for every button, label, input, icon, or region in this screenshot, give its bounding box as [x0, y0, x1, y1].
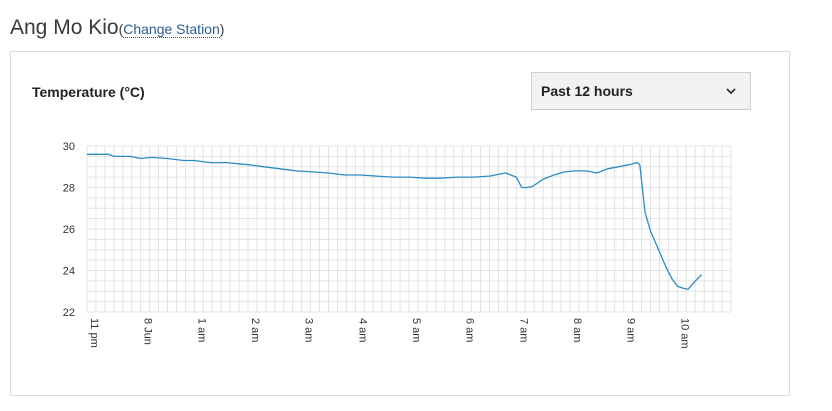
x-tick-label: 2 am	[249, 318, 261, 342]
x-tick-label: 7 am	[517, 318, 529, 342]
x-tick-label: 9 am	[625, 318, 637, 342]
chevron-down-icon	[726, 88, 736, 95]
series-layer	[87, 153, 702, 290]
y-axis: 22 24 26 28 30	[63, 141, 75, 319]
station-header: Ang Mo Kio ( Change Station )	[10, 16, 224, 40]
x-tick-label: 8 Jun	[142, 318, 154, 345]
chart-title: Temperature (°C)	[32, 84, 145, 100]
temperature-series-line	[87, 153, 702, 290]
chart-panel: Temperature (°C) Past 12 hours 22 24 26 28 3…	[10, 51, 790, 396]
station-name: Ang Mo Kio	[10, 16, 119, 39]
x-tick-label: 10 am	[678, 318, 690, 349]
x-tick-label: 5 am	[410, 318, 422, 342]
x-tick-label: 8 am	[571, 318, 583, 342]
x-tick-label: 6 am	[464, 318, 476, 342]
x-axis: 11 pm 8 Jun 1 am 2 am 3 am 4 am 5 am 6 am 7 am 8 …	[88, 318, 690, 349]
close-paren: )	[219, 21, 225, 37]
x-tick-label: 4 am	[356, 318, 368, 342]
x-tick-label: 3 am	[303, 318, 315, 342]
y-tick-label: 30	[63, 141, 75, 153]
temperature-chart: 22 24 26 28 30 11 pm 8 Jun 1 am 2 am 3 am 4 am 5 a…	[63, 141, 732, 349]
y-tick-label: 28	[63, 183, 75, 195]
x-tick-label: 1 am	[195, 318, 207, 342]
y-tick-label: 24	[63, 266, 75, 278]
time-range-select[interactable]: Past 12 hours	[531, 72, 751, 110]
open-paren: (	[118, 21, 124, 37]
x-tick-label: 11 pm	[88, 318, 100, 348]
time-range-value: Past 12 hours	[541, 83, 633, 99]
y-tick-label: 26	[63, 224, 75, 236]
y-tick-label: 22	[63, 307, 75, 319]
change-station-link[interactable]: Change Station	[123, 21, 220, 38]
